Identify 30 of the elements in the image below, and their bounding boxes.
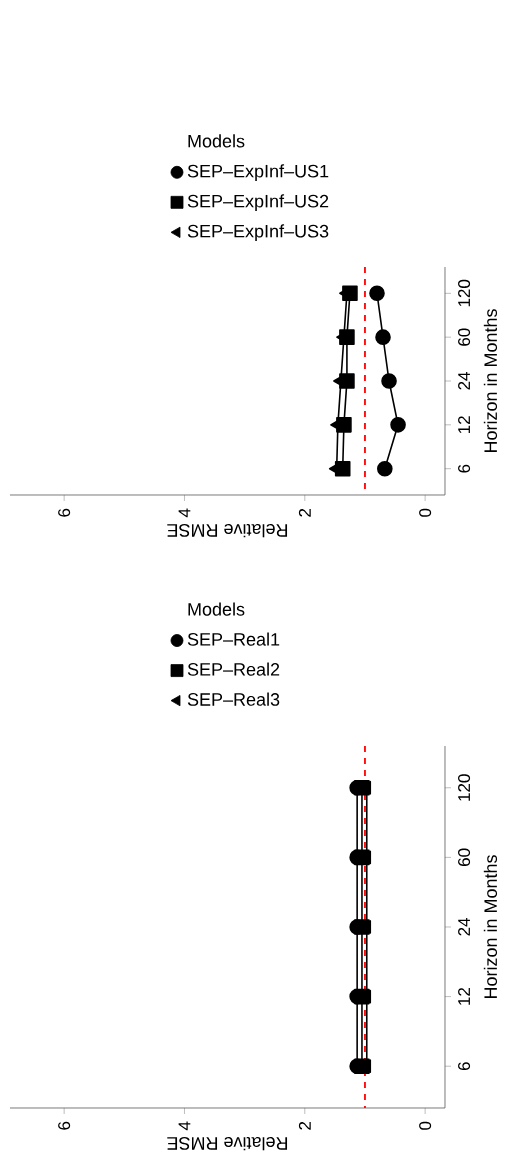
y-tick-label: 60 [458,848,471,866]
legend-label: SEP–ExpInf–US1 [187,164,329,182]
y-tick-label: 6 [458,1062,471,1071]
x-tick-label: 0 [419,1121,432,1130]
x-tick-label: 0 [419,508,432,517]
y-tick-label: 120 [458,774,471,801]
x-axis-title: Relative RMSE [167,524,288,538]
y-axis-title: Horizon in Months [483,309,498,453]
x-tick-label: 4 [178,508,191,518]
y-tick-label: 24 [458,372,470,390]
y-tick-label: 12 [458,416,470,434]
x-tick-label: 2 [298,1121,311,1130]
x-tick-label: 6 [58,508,71,517]
legend-title: Models [188,134,245,148]
legend-label: SEP–ExpInf–US2 [187,194,329,212]
y-tick-label: 120 [458,279,471,307]
x-tick-label: 6 [58,1121,71,1130]
y-tick-label: 24 [458,918,470,936]
y-tick-label: 12 [458,988,470,1005]
legend-label: SEP–Real1 [187,632,280,646]
legend-title: Models [188,602,245,616]
x-tick-label: 2 [298,508,311,517]
x-tick-label: 4 [178,1121,191,1131]
y-tick-label: 60 [458,328,471,346]
legend-label: SEP–Real3 [187,692,280,706]
x-axis-title: Relative RMSE [167,1137,288,1151]
y-tick-label: 6 [458,464,471,473]
y-axis-title: Horizon in Months [483,855,498,999]
legend-label: SEP–Real2 [187,662,280,676]
legend-label: SEP–ExpInf–US3 [187,224,329,242]
